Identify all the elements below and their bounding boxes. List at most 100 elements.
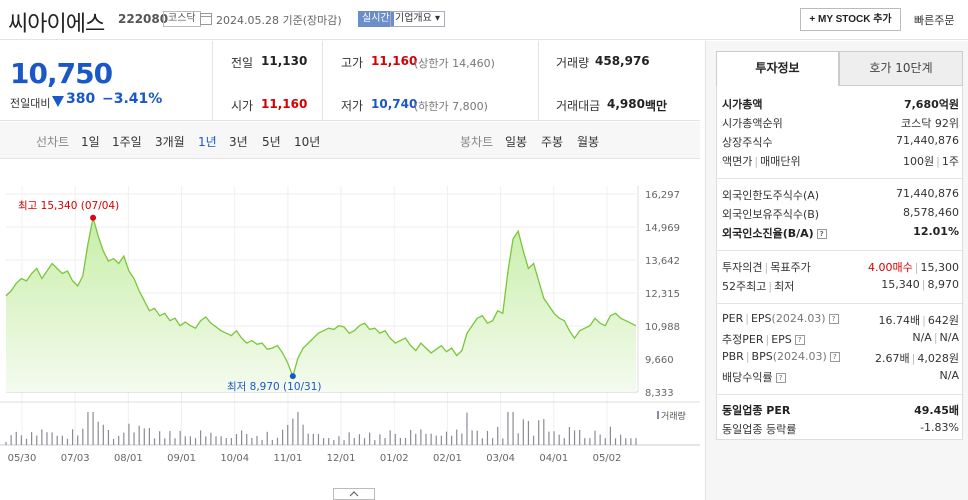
high-value: 11,160 [371, 54, 418, 68]
x-tick-label: 11/01 [273, 453, 302, 464]
tab-1d[interactable]: 1일 [81, 135, 100, 149]
volume-bar [363, 438, 366, 445]
volume-bar [358, 434, 361, 445]
info-row-foreign-limit: 외국인한도주식수(A) 71,440,876 [722, 187, 959, 205]
tab-10y[interactable]: 10년 [294, 135, 321, 149]
tab-daily-candle[interactable]: 일봉 [505, 135, 528, 149]
tab-1y[interactable]: 1년 [198, 135, 217, 149]
info-row-par-value: 액면가 | 매매단위 100원 | 1주 [722, 153, 959, 171]
volume-bar [620, 434, 622, 445]
volume-bar [635, 438, 637, 445]
volume-bar [389, 430, 391, 445]
info-row-industry-rate[interactable]: 동일업종 등락률 -1.83% [722, 421, 959, 439]
help-icon[interactable]: ? [775, 373, 786, 383]
tab-monthly-candle[interactable]: 월봉 [577, 135, 600, 149]
help-icon[interactable]: ? [816, 229, 827, 239]
volume-bar [133, 432, 135, 445]
tab-weekly-candle[interactable]: 주봉 [541, 135, 564, 149]
upper-limit: (상한가 14,460) [414, 57, 495, 70]
add-my-stock-button[interactable]: + MY STOCK 추가 [800, 8, 901, 31]
chevron-up-icon [349, 491, 359, 497]
company-overview-dropdown[interactable]: 기업개요 ▾ [390, 11, 445, 27]
y-tick-label: 13,642 [645, 256, 680, 267]
realtime-button[interactable]: 실시간 [358, 11, 394, 27]
low-label: 저가 [341, 99, 364, 113]
x-tick-label: 12/01 [327, 453, 356, 464]
volume-bar [415, 433, 417, 445]
volume-bar [604, 438, 606, 445]
low-marker [289, 373, 296, 380]
info-value: 100원 | 1주 [903, 155, 959, 168]
week52-high: 15,340 [881, 278, 920, 291]
volume-bar [292, 418, 294, 445]
info-key: 시가총액 [722, 98, 763, 111]
tab-investment-info[interactable]: 투자정보 [716, 51, 839, 86]
trade-unit: 1주 [941, 155, 959, 168]
info-key: 액면가 | 매매단위 [722, 155, 801, 168]
info-key: PBR | BPS(2024.03)? [722, 350, 840, 363]
amount-label: 거래대금 [556, 99, 601, 113]
volume-bar [430, 433, 432, 445]
current-price: 10,750 [10, 57, 113, 90]
quick-order-link[interactable]: 빠른주문 [914, 14, 955, 27]
x-tick-label: 05/30 [8, 453, 37, 464]
info-value: 코스닥 92위 [901, 117, 959, 130]
bps-value: 4,028원 [917, 352, 959, 365]
volume-bar [527, 421, 530, 445]
info-row-est-per: 추정PER | EPS? N/A | N/A [722, 331, 959, 349]
volume-bar [379, 434, 381, 445]
price-chart[interactable]: 16,297 14,969 13,642 12,315 10,988 9,660 8,333… [0, 160, 700, 500]
tab-3y[interactable]: 3년 [229, 135, 248, 149]
volume-bar [420, 429, 422, 445]
help-icon[interactable]: ? [794, 335, 805, 345]
info-row-market-cap: 시가총액 7,680억원 [722, 96, 959, 114]
volume-bar [302, 424, 304, 445]
bps-label: BPS [751, 350, 773, 363]
tab-1w[interactable]: 1주일 [112, 135, 142, 149]
volume-bar [118, 435, 120, 445]
help-icon[interactable]: ? [828, 314, 839, 324]
info-key: 외국인한도주식수(A) [722, 189, 820, 202]
volume-bar [584, 438, 586, 445]
week52-low: 8,970 [927, 278, 960, 291]
pbr-label: PBR [722, 350, 744, 363]
volume-bar [179, 430, 181, 445]
volume-bar [461, 433, 463, 445]
info-value: 7,680억원 [903, 98, 959, 111]
volume-bar [625, 438, 627, 445]
volume-bar [517, 433, 519, 445]
volume-bar [87, 412, 89, 445]
prev-close-label: 전일 [231, 56, 254, 70]
industry-per-label: 동일업종 PER [722, 404, 791, 417]
volume-bar [491, 438, 494, 445]
divider [322, 41, 323, 121]
tab-3m[interactable]: 3개월 [155, 135, 185, 149]
volume-bar [194, 438, 197, 445]
volume-bar [543, 419, 545, 445]
week52-low-label: 최저 [774, 280, 795, 293]
volume-bar [102, 424, 104, 445]
volume-bar [36, 435, 38, 445]
volume-bar [553, 431, 555, 445]
chart-expand-button[interactable] [333, 488, 375, 500]
volume-bar [425, 433, 427, 445]
week52-high-label: 52주최고 [722, 280, 767, 293]
info-row-industry-per[interactable]: 동일업종 PER 49.45배 [722, 402, 959, 420]
opinion-label: 투자의견 [722, 261, 763, 274]
open-value: 11,160 [261, 97, 308, 111]
x-tick-label: 02/01 [433, 453, 462, 464]
tab-order-book[interactable]: 호가 10단계 [839, 51, 963, 86]
tab-5y[interactable]: 5년 [262, 135, 281, 149]
period-tab-bar: 선차트 1일 1주일 3개월 1년 3년 5년 10년 봉차트 일봉 주봉 월봉 [0, 122, 700, 159]
help-icon[interactable]: ? [829, 352, 840, 362]
volume-bar [507, 412, 509, 445]
volume-bar [532, 435, 535, 445]
est-eps-label: EPS [771, 333, 792, 346]
volume-bar [322, 438, 325, 445]
info-value: 71,440,876 [896, 134, 959, 147]
per-value: 16.74배 [878, 314, 921, 327]
volume-bar [297, 412, 299, 445]
x-tick-label: 10/04 [220, 453, 249, 464]
info-table: 시가총액 7,680억원 시가총액순위 코스닥 92위 상장주식수 71,440… [716, 86, 964, 440]
x-tick-label: 05/02 [593, 453, 622, 464]
